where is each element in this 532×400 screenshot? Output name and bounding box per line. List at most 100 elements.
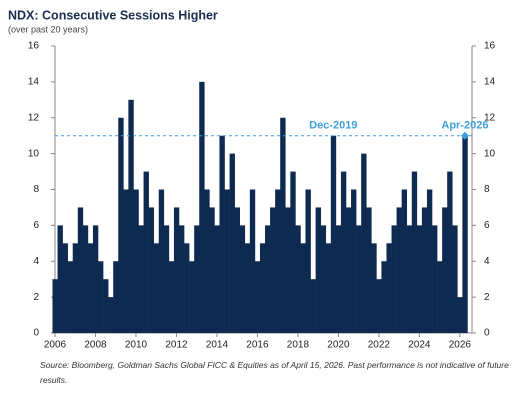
bar — [168, 261, 175, 333]
bar — [270, 207, 276, 333]
bar — [178, 225, 185, 333]
bar — [290, 171, 296, 333]
y2-tick-label: 10 — [484, 148, 496, 159]
x-tick-label: 2016 — [246, 340, 269, 351]
source-note: Source: Bloomberg, Goldman Sachs Global … — [40, 360, 509, 385]
bar — [123, 189, 129, 333]
bar — [204, 189, 210, 333]
x-tick-label: 2022 — [368, 340, 391, 351]
y-tick-label: 4 — [33, 256, 39, 267]
bar — [442, 207, 448, 333]
bar — [234, 207, 241, 333]
bar — [391, 225, 397, 333]
bar — [153, 243, 160, 333]
annotation-label: Apr-2026 — [441, 120, 488, 132]
y2-tick-label: 12 — [484, 112, 496, 123]
bar — [376, 279, 382, 333]
bar — [118, 117, 124, 333]
x-tick-label: 2008 — [84, 340, 107, 351]
bar — [98, 261, 104, 333]
bar — [325, 243, 332, 333]
bar — [300, 243, 306, 333]
bar — [214, 225, 220, 333]
x-tick-label: 2018 — [287, 340, 310, 351]
chart-title: NDX: Consecutive Sessions Higher — [8, 8, 218, 22]
chart: NDX: Consecutive Sessions Higher (over p… — [8, 8, 496, 351]
y2-tick-label: 8 — [484, 184, 490, 195]
bar — [310, 279, 316, 333]
annotation-label: Dec-2019 — [309, 120, 357, 132]
bar — [411, 171, 418, 333]
y-tick-label: 2 — [33, 292, 39, 303]
bar — [371, 243, 377, 333]
y2-tick-label: 14 — [484, 77, 496, 88]
x-tick-label: 2012 — [165, 340, 188, 351]
bar — [265, 225, 271, 333]
y-tick-label: 10 — [28, 148, 40, 159]
x-tick-label: 2026 — [449, 340, 472, 351]
bar — [128, 99, 134, 333]
y2-tick-label: 16 — [484, 41, 496, 52]
bar — [138, 225, 144, 333]
bar — [437, 261, 443, 333]
bar — [219, 135, 225, 333]
bar — [426, 189, 433, 333]
y-tick-label: 12 — [28, 112, 40, 123]
y2-tick-label: 4 — [484, 256, 490, 267]
bar — [259, 243, 266, 333]
bar — [366, 207, 372, 333]
bar — [62, 243, 68, 333]
y-tick-label: 8 — [33, 184, 39, 195]
x-tick-label: 2014 — [206, 340, 229, 351]
bar — [457, 297, 463, 333]
annotation-marker — [460, 131, 469, 140]
bar — [340, 171, 347, 333]
bar — [57, 225, 63, 333]
bar — [163, 225, 170, 333]
bar — [52, 279, 58, 333]
bar — [452, 225, 458, 333]
y-tick-label: 16 — [28, 41, 40, 52]
bar — [315, 207, 321, 333]
bar — [158, 189, 165, 333]
bar — [148, 207, 154, 333]
bar — [72, 243, 79, 333]
x-tick-label: 2020 — [327, 340, 350, 351]
bar — [335, 225, 342, 333]
bar — [224, 189, 230, 333]
y-tick-label: 6 — [33, 220, 39, 231]
y2-tick-label: 6 — [484, 220, 490, 231]
bar — [295, 225, 301, 333]
bar — [330, 135, 337, 333]
bar — [462, 135, 468, 333]
y-tick-label: 14 — [28, 77, 40, 88]
bar — [87, 243, 94, 333]
bar — [239, 225, 246, 333]
bar — [113, 261, 119, 333]
bar — [401, 189, 408, 333]
bar — [108, 297, 114, 333]
bar — [209, 207, 215, 333]
bar — [432, 225, 438, 333]
bar — [244, 243, 251, 333]
bar — [361, 153, 367, 333]
bar — [82, 225, 89, 333]
bar — [447, 171, 453, 333]
bar — [194, 225, 200, 333]
bar — [133, 189, 139, 333]
bar — [320, 225, 327, 333]
y-tick-label: 0 — [33, 328, 39, 339]
bar — [254, 261, 261, 333]
bar — [421, 207, 428, 333]
bar — [67, 261, 74, 333]
bar — [173, 207, 180, 333]
bar — [92, 225, 99, 333]
bar — [103, 279, 109, 333]
bar — [184, 243, 190, 333]
y2-tick-label: 2 — [484, 292, 490, 303]
x-tick-label: 2024 — [408, 340, 431, 351]
bar — [351, 189, 357, 333]
x-tick-label: 2006 — [44, 340, 67, 351]
bar — [345, 207, 352, 333]
bar — [275, 189, 281, 333]
